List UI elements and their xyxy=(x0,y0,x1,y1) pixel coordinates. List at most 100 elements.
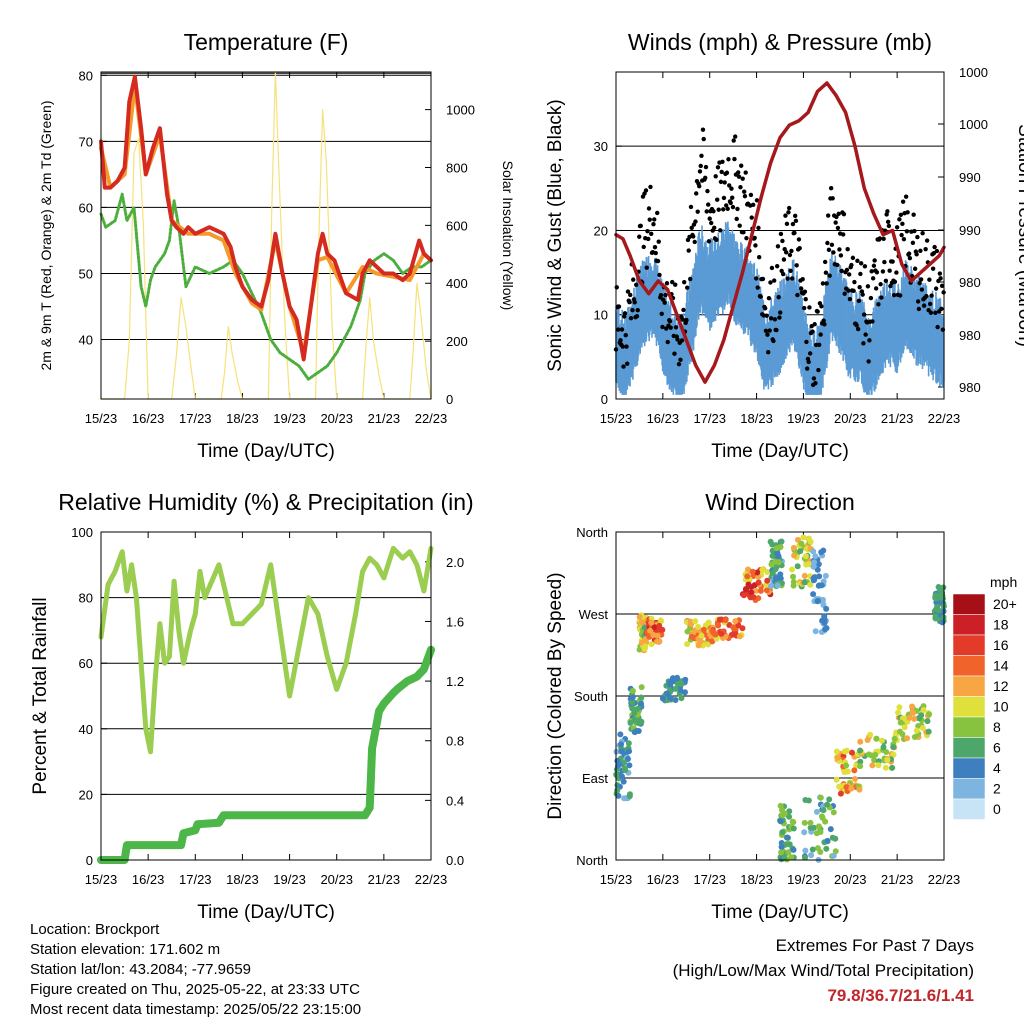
plot-border xyxy=(615,531,945,861)
gust-point xyxy=(825,213,831,218)
direction-point xyxy=(763,587,770,594)
gust-point xyxy=(827,273,832,278)
gust-point xyxy=(721,195,727,201)
y-tick-label: 60 xyxy=(79,200,93,215)
direction-point xyxy=(688,633,695,640)
legend-label: 18 xyxy=(993,617,1009,633)
gust-point xyxy=(938,276,943,281)
gust-point xyxy=(742,189,747,194)
direction-points xyxy=(613,534,947,863)
gust-point xyxy=(923,246,928,252)
gust-point xyxy=(850,255,856,261)
direction-point xyxy=(895,709,902,716)
direction-point xyxy=(823,845,830,852)
x-tick-label: 16/23 xyxy=(647,872,680,887)
gust-point xyxy=(894,270,899,275)
direction-point xyxy=(697,638,704,645)
gust-point xyxy=(621,364,626,369)
gust-point xyxy=(657,272,662,278)
gust-point xyxy=(771,338,776,344)
legend-swatch xyxy=(952,737,986,759)
gust-point xyxy=(789,248,794,254)
direction-point xyxy=(618,773,625,780)
rh-series xyxy=(98,545,434,755)
wind-pressure-xlabel: Time (Day/UTC) xyxy=(711,441,849,462)
direction-point xyxy=(791,552,798,559)
gust-point xyxy=(646,206,652,211)
gust-point xyxy=(821,318,826,323)
gust-point xyxy=(898,212,904,217)
humidity-precip-ylabel: Percent & Total Rainfall xyxy=(30,597,51,794)
gust-point xyxy=(632,300,637,305)
direction-point xyxy=(764,577,771,584)
gust-point xyxy=(917,280,922,286)
y2-tick-label: 400 xyxy=(446,276,468,291)
direction-point xyxy=(810,548,817,555)
legend-swatch xyxy=(952,716,986,738)
direction-point xyxy=(778,843,785,850)
gust-point xyxy=(624,344,629,349)
direction-point xyxy=(742,586,749,593)
humidity-precip-xlabel: Time (Day/UTC) xyxy=(197,902,335,923)
gust-point xyxy=(819,304,824,309)
gust-point xyxy=(924,238,930,243)
gust-point xyxy=(756,225,761,231)
gust-point xyxy=(731,138,736,143)
y-tick-label: 30 xyxy=(594,139,608,154)
gust-point xyxy=(755,285,760,290)
gust-point xyxy=(873,286,879,291)
direction-point xyxy=(684,628,691,635)
gust-point xyxy=(810,329,815,334)
gust-point xyxy=(939,283,945,289)
direction-point xyxy=(884,757,891,764)
gust-point xyxy=(647,217,652,222)
legend-label: 14 xyxy=(993,658,1009,674)
gust-point xyxy=(616,304,622,309)
x-tick-label: 15/23 xyxy=(85,411,118,426)
gust-point xyxy=(658,292,664,298)
direction-point xyxy=(890,751,897,758)
gust-point xyxy=(788,268,793,273)
direction-point xyxy=(722,617,729,624)
gust-point xyxy=(905,210,910,215)
station-elevation: Station elevation: 171.602 m xyxy=(30,941,221,958)
gust-point xyxy=(631,277,636,282)
gust-point xyxy=(697,184,702,189)
extremes-subtitle: (High/Low/Max Wind/Total Precipitation) xyxy=(672,961,974,980)
direction-point xyxy=(829,834,836,841)
y-tick-label: 10 xyxy=(594,308,608,323)
legend-swatch xyxy=(952,634,986,656)
x-tick-label: 21/23 xyxy=(881,872,914,887)
direction-point xyxy=(757,587,764,594)
station-latlon: Station lat/lon: 43.2084; -77.9659 xyxy=(30,961,252,978)
direction-point xyxy=(638,684,645,691)
direction-point xyxy=(841,769,848,776)
gust-point xyxy=(663,292,668,298)
gust-point xyxy=(871,263,877,268)
gust-point xyxy=(915,299,921,304)
gust-point xyxy=(625,289,631,294)
gust-point xyxy=(812,322,817,327)
gust-point xyxy=(705,188,710,194)
direction-point xyxy=(882,764,889,771)
gust-point xyxy=(733,134,738,139)
direction-point xyxy=(755,573,762,580)
direction-point xyxy=(913,727,920,734)
gust-point xyxy=(765,332,770,337)
direction-point xyxy=(815,561,822,568)
direction-point xyxy=(812,553,819,560)
direction-point xyxy=(909,709,916,716)
gust-point xyxy=(794,263,799,268)
gust-point xyxy=(699,153,704,159)
direction-point xyxy=(802,796,809,803)
direction-point xyxy=(823,605,830,612)
x-tick-label: 17/23 xyxy=(179,872,212,887)
gust-point xyxy=(616,327,621,332)
y-tick-label: West xyxy=(579,607,609,622)
direction-point xyxy=(889,764,896,771)
x-tick-label: 18/23 xyxy=(226,411,259,426)
gust-point xyxy=(910,240,916,245)
direction-point xyxy=(692,618,699,625)
y2-tick-label: 1.6 xyxy=(446,614,464,629)
gust-point xyxy=(771,278,777,283)
